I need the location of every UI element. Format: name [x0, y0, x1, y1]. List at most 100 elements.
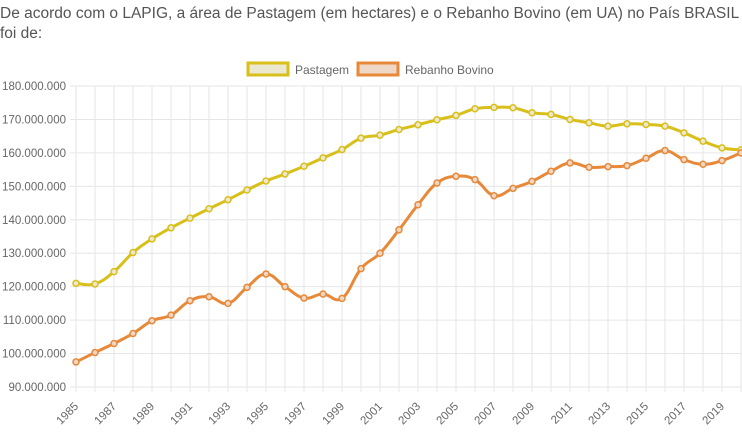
chart-grid — [70, 85, 742, 392]
y-tick-label: 170.000.000 — [2, 114, 66, 126]
y-tick-label: 90.000.000 — [8, 382, 66, 394]
pastagem-data-point — [167, 224, 175, 232]
pastagem-data-point — [414, 121, 422, 129]
pastagem-data-point — [528, 109, 536, 117]
rebanho-bovino-data-point — [281, 282, 289, 291]
pastagem-data-point — [186, 214, 194, 222]
rebanho-bovino-data-point — [680, 155, 688, 164]
rebanho-bovino-data-point — [186, 296, 194, 305]
pastagem-data-point — [680, 129, 688, 137]
pastagem-data-point — [110, 267, 118, 276]
chart-legend: Pastagem Rebanho Bovino — [246, 61, 494, 77]
rebanho-bovino-data-point — [338, 294, 346, 303]
rebanho-bovino-data-point — [433, 179, 441, 187]
pastagem-data-point — [509, 103, 517, 112]
rebanho-bovino-data-point — [718, 156, 726, 165]
pastagem-data-point — [566, 115, 574, 124]
pastagem-data-point — [129, 248, 137, 257]
rebanho-bovino-data-point — [452, 172, 460, 181]
rebanho-bovino-data-point — [148, 317, 156, 325]
x-tick-label: 1993 — [207, 401, 234, 428]
x-tick-label: 1989 — [131, 401, 158, 428]
rebanho-bovino-data-point — [604, 162, 612, 171]
pastagem-data-point — [604, 122, 612, 130]
pastagem-data-point — [547, 110, 555, 119]
pastagem-data-point — [452, 111, 460, 120]
rebanho-bovino-data-point — [414, 200, 422, 209]
pastagem-data-point — [661, 122, 669, 130]
x-tick-label: 2017 — [663, 401, 690, 428]
rebanho-bovino-data-point — [585, 163, 593, 172]
pastagem-data-point — [395, 125, 403, 134]
rebanho-bovino-data-point — [110, 339, 118, 348]
pastagem-data-point — [471, 104, 479, 113]
y-tick-label: 180.000.000 — [2, 81, 66, 93]
x-tick-label: 1999 — [321, 401, 348, 428]
pastagem-data-point — [433, 116, 441, 124]
y-tick-label: 130.000.000 — [2, 248, 66, 260]
rebanho-bovino-data-point — [528, 177, 536, 186]
rebanho-bovino-series-line — [74, 149, 742, 364]
rebanho-bovino-data-point — [91, 348, 99, 357]
rebanho-bovino-data-point — [319, 290, 327, 298]
y-tick-label: 150.000.000 — [2, 181, 66, 193]
x-tick-label: 1985 — [55, 401, 82, 428]
x-tick-label: 2015 — [625, 401, 652, 428]
x-tick-label: 1987 — [93, 401, 120, 428]
rebanho-bovino-data-point — [224, 299, 232, 308]
x-tick-label: 2003 — [397, 401, 424, 428]
pastagem-data-point — [338, 145, 346, 154]
rebanho-bovino-data-point — [737, 149, 742, 157]
rebanho-bovino-data-point — [642, 154, 650, 162]
x-tick-label: 2001 — [359, 401, 386, 428]
rebanho-bovino-data-point — [262, 270, 270, 278]
rebanho-bovino-data-point — [471, 175, 479, 184]
legend-swatch-pastagem — [246, 61, 290, 77]
pastagem-data-point — [642, 120, 650, 129]
rebanho-bovino-data-point — [547, 167, 555, 176]
x-tick-label: 2019 — [701, 401, 728, 428]
x-tick-label: 2013 — [587, 401, 614, 428]
legend-label-pastagem: Pastagem — [295, 63, 349, 77]
x-tick-label: 2011 — [549, 401, 575, 427]
y-tick-label: 160.000.000 — [2, 148, 66, 160]
x-tick-label: 1997 — [283, 401, 310, 428]
rebanho-bovino-data-point — [300, 294, 308, 302]
rebanho-bovino-data-point — [699, 160, 707, 169]
pastagem-data-point — [490, 103, 498, 112]
rebanho-bovino-data-point — [205, 292, 213, 301]
pastagem-data-point — [243, 186, 251, 194]
rebanho-bovino-data-point — [167, 311, 175, 319]
rebanho-bovino-data-point — [395, 226, 403, 234]
rebanho-bovino-data-point — [376, 249, 384, 257]
pastagem-data-point — [623, 120, 631, 128]
pastagem-data-point — [300, 162, 308, 171]
y-tick-label: 120.000.000 — [2, 282, 66, 294]
x-tick-label: 2005 — [435, 401, 462, 428]
rebanho-bovino-data-point — [490, 191, 498, 200]
pastagem-data-point — [148, 235, 156, 243]
pastagem-data-point — [718, 144, 726, 152]
x-tick-label: 2009 — [511, 401, 538, 428]
pastagem-data-point — [376, 131, 384, 139]
rebanho-bovino-data-point — [509, 184, 517, 193]
pastagem-data-point — [91, 280, 99, 288]
legend-label-rebanho-bovino: Rebanho Bovino — [405, 63, 494, 77]
rebanho-bovino-data-point — [623, 161, 631, 170]
x-tick-label: 2007 — [473, 401, 500, 428]
rebanho-bovino-data-point — [357, 264, 365, 273]
pastagem-data-point — [699, 137, 707, 145]
chart-series — [72, 103, 742, 366]
pastagem-data-point — [224, 195, 232, 204]
rebanho-bovino-data-point — [243, 283, 251, 292]
pastagem-data-point — [262, 177, 270, 185]
x-tick-label: 1991 — [169, 401, 196, 428]
rebanho-bovino-data-point — [661, 146, 669, 155]
pastagem-data-point — [205, 204, 213, 213]
legend-swatch-rebanho-bovino — [356, 61, 400, 77]
pastagem-data-point — [72, 279, 80, 288]
chart-axes: 180.000.000 170.000.000 160.000.000 150.000… — [2, 81, 727, 427]
x-tick-label: 1995 — [245, 401, 272, 428]
rebanho-bovino-data-point — [72, 358, 80, 366]
